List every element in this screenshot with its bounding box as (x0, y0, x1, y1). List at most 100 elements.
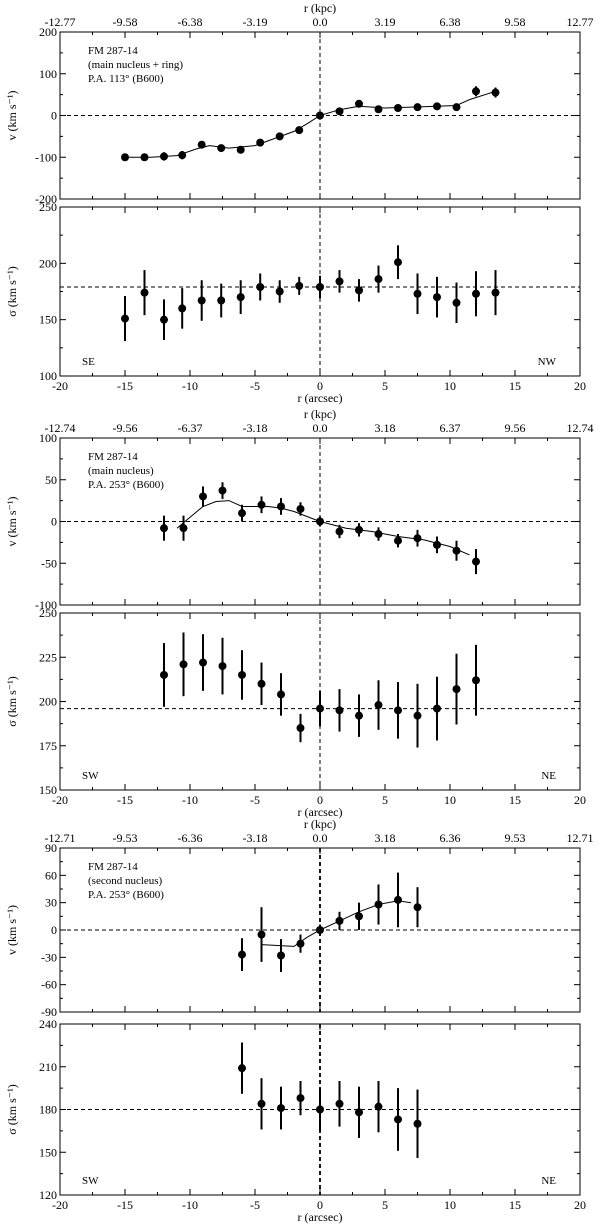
data-point (236, 293, 245, 302)
data-point (238, 950, 246, 959)
side-label-left: SW (82, 770, 99, 782)
y-tick-label: -100 (35, 598, 57, 612)
data-point (160, 315, 168, 324)
data-point (236, 145, 245, 154)
y-tick-label: 60 (45, 868, 57, 882)
bottom-arcsec-tick-label: 10 (444, 379, 456, 393)
bottom-arcsec-tick-label: 20 (574, 1198, 586, 1212)
y-axis-label: σ (km s⁻¹) (5, 266, 19, 316)
data-point (413, 903, 422, 912)
data-point (199, 658, 207, 667)
top-kpc-tick-label: 9.53 (505, 831, 526, 845)
model-fit-curve (125, 90, 496, 158)
y-axis-label: σ (km s⁻¹) (5, 1084, 19, 1134)
top-kpc-tick-label: 0.0 (313, 421, 328, 435)
y-tick-label: 210 (39, 1060, 57, 1074)
data-point (472, 676, 480, 685)
bottom-arcsec-tick-label: -20 (52, 379, 68, 393)
top-kpc-tick-label: 12.71 (567, 831, 594, 845)
data-point (316, 926, 324, 934)
bottom-arcsec-tick-label: -5 (250, 1198, 260, 1212)
y-tick-label: -100 (35, 150, 57, 164)
data-point (218, 662, 227, 671)
data-point (433, 102, 441, 111)
data-point (140, 153, 149, 162)
y-tick-label: 50 (45, 473, 57, 487)
data-point (295, 281, 304, 290)
data-point (335, 107, 344, 116)
chart-5: 120 150 180 210 240 σ (km s⁻¹) (5, 1017, 581, 1202)
data-point (335, 277, 344, 286)
data-point (179, 660, 188, 669)
top-kpc-tick-label: -12.77 (45, 15, 76, 29)
y-axis-label: v (km s⁻¹) (5, 905, 19, 955)
y-tick-label: 120 (39, 1188, 57, 1202)
data-point (452, 685, 461, 694)
bottom-arcsec-tick-label: -15 (117, 793, 133, 807)
data-point (472, 557, 480, 566)
y-tick-label: 200 (39, 25, 57, 39)
data-point (355, 99, 363, 108)
top-kpc-tick-label: -12.74 (45, 421, 76, 435)
data-point (413, 289, 422, 298)
top-kpc-tick-label: 6.37 (440, 421, 461, 435)
panel-annotation-line: FM 287-14 (88, 861, 138, 873)
top-kpc-tick-label: 12.74 (567, 421, 594, 435)
bottom-arcsec-tick-label: 10 (444, 793, 456, 807)
y-tick-label: -200 (35, 192, 57, 206)
panel-annotation-line: (main nucleus) (88, 465, 154, 477)
top-kpc-tick-label: 0.0 (313, 15, 328, 29)
data-point (160, 152, 168, 161)
y-tick-label: 100 (39, 369, 57, 383)
data-point (257, 930, 266, 939)
y-tick-label: 150 (39, 1145, 57, 1159)
data-point (178, 304, 187, 313)
panel-pa113: -12.77 -9.58 -6.38 -3.19 0.0 3.19 6.38 9.58 12.7… (45, 1, 594, 405)
data-point (217, 296, 226, 305)
data-point (277, 502, 285, 511)
bottom-arcsec-tick-label: 15 (509, 379, 521, 393)
y-tick-label: 200 (39, 695, 57, 709)
data-point (160, 670, 168, 679)
data-point (374, 701, 383, 710)
data-point (217, 144, 226, 153)
data-point (433, 540, 441, 549)
top-kpc-tick-label: -3.18 (243, 421, 268, 435)
y-tick-label: 100 (39, 67, 57, 81)
top-kpc-tick-label: -9.53 (113, 831, 138, 845)
bottom-arcsec-tick-label: -5 (250, 379, 260, 393)
data-point (197, 140, 206, 149)
y-tick-label: 250 (39, 606, 57, 620)
top-kpc-tick-label: 6.36 (440, 831, 461, 845)
top-kpc-axis-label: r (kpc) (304, 407, 336, 421)
data-point (296, 939, 305, 948)
y-tick-label: 150 (39, 783, 57, 797)
chart-4: -90 -60 -30 0 30 60 90 v (km s⁻¹) (5, 841, 581, 1019)
bottom-arcsec-tick-label: 15 (509, 793, 521, 807)
data-point (275, 287, 284, 296)
data-point (160, 524, 168, 533)
data-point (275, 132, 284, 141)
top-kpc-tick-label: 12.77 (567, 15, 594, 29)
panel-pa253_second: -12.71 -9.53 -6.36 -3.18 0.0 3.18 6.36 9.53 12.7… (45, 817, 594, 1224)
y-tick-label: 180 (39, 1103, 57, 1117)
data-point (355, 525, 363, 534)
y-tick-label: 0 (51, 109, 57, 123)
top-kpc-tick-label: -6.36 (178, 831, 203, 845)
data-point (452, 103, 461, 112)
bottom-arcsec-tick-label: 15 (509, 1198, 521, 1212)
data-point (257, 679, 266, 688)
data-point (140, 288, 149, 297)
chart-1: 100 150 200 250 σ (km s⁻¹) (5, 200, 581, 383)
data-point (472, 87, 480, 96)
data-point (277, 1104, 285, 1113)
top-kpc-tick-label: -3.18 (243, 831, 268, 845)
data-point (218, 486, 227, 495)
top-kpc-tick-label: 9.58 (505, 15, 526, 29)
data-point (394, 536, 402, 545)
data-point (491, 88, 500, 97)
data-point (374, 530, 383, 539)
data-point (374, 275, 383, 284)
data-point (394, 706, 402, 715)
bottom-arcsec-tick-label: -5 (250, 793, 260, 807)
